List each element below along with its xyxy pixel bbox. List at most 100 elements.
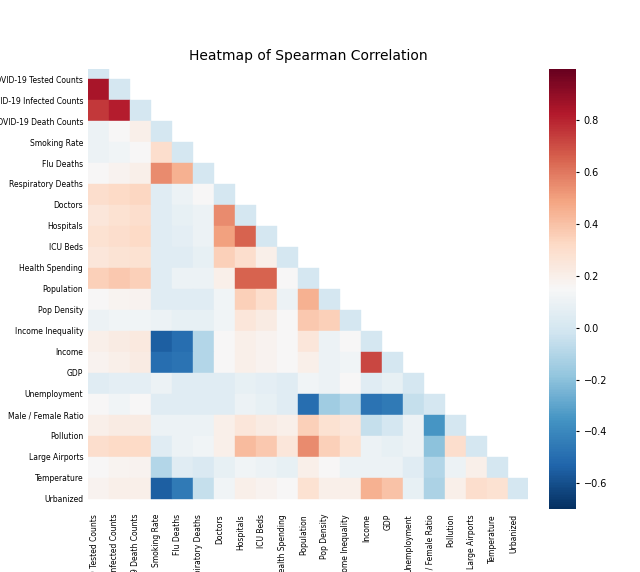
Bar (381, 352, 403, 373)
Bar (151, 478, 172, 499)
Bar (381, 415, 403, 436)
Bar (276, 247, 298, 268)
Bar (256, 268, 276, 289)
Bar (276, 436, 298, 456)
Bar (214, 352, 235, 373)
Bar (151, 394, 172, 415)
Bar (276, 352, 298, 373)
Bar (256, 289, 276, 310)
Bar (109, 121, 130, 142)
Bar (88, 226, 109, 247)
Bar (214, 268, 235, 289)
Bar (109, 163, 130, 184)
Bar (340, 310, 361, 331)
Bar (340, 331, 361, 352)
Bar (109, 268, 130, 289)
Bar (172, 394, 193, 415)
Bar (88, 205, 109, 226)
Bar (151, 247, 172, 268)
Bar (109, 373, 130, 394)
Bar (151, 352, 172, 373)
Bar (88, 331, 109, 352)
Bar (172, 352, 193, 373)
Bar (486, 456, 508, 478)
Bar (214, 331, 235, 352)
Bar (298, 394, 319, 415)
Bar (403, 456, 424, 478)
Bar (130, 226, 151, 247)
Bar (319, 331, 340, 352)
Bar (130, 289, 151, 310)
Bar (361, 456, 381, 478)
Bar (361, 415, 381, 436)
Bar (276, 456, 298, 478)
Bar (340, 394, 361, 415)
Bar (214, 415, 235, 436)
Bar (298, 478, 319, 499)
Bar (235, 373, 256, 394)
Bar (88, 373, 109, 394)
Bar (151, 142, 172, 163)
Bar (276, 373, 298, 394)
Bar (298, 415, 319, 436)
Bar (193, 436, 214, 456)
Bar (88, 310, 109, 331)
Bar (151, 163, 172, 184)
Bar (88, 289, 109, 310)
Bar (403, 478, 424, 499)
Bar (130, 121, 151, 142)
Bar (214, 184, 235, 205)
Bar (130, 456, 151, 478)
Bar (276, 331, 298, 352)
Bar (88, 184, 109, 205)
Bar (340, 436, 361, 456)
Bar (319, 310, 340, 331)
Bar (151, 226, 172, 247)
Bar (172, 289, 193, 310)
Bar (172, 142, 193, 163)
Bar (109, 310, 130, 331)
Bar (193, 310, 214, 331)
Bar (361, 394, 381, 415)
Bar (256, 352, 276, 373)
Bar (109, 184, 130, 205)
Bar (109, 394, 130, 415)
Bar (130, 247, 151, 268)
Bar (109, 142, 130, 163)
Bar (214, 394, 235, 415)
Bar (109, 456, 130, 478)
Bar (214, 478, 235, 499)
Bar (403, 373, 424, 394)
Bar (193, 456, 214, 478)
Bar (235, 247, 256, 268)
Bar (151, 268, 172, 289)
Bar (109, 226, 130, 247)
Bar (424, 415, 445, 436)
Bar (465, 478, 486, 499)
Bar (172, 478, 193, 499)
Bar (276, 289, 298, 310)
Bar (235, 289, 256, 310)
Bar (214, 436, 235, 456)
Bar (361, 331, 381, 352)
Bar (256, 478, 276, 499)
Bar (193, 394, 214, 415)
Bar (130, 352, 151, 373)
Bar (445, 436, 465, 456)
Bar (424, 456, 445, 478)
Bar (298, 373, 319, 394)
Bar (88, 247, 109, 268)
Bar (381, 394, 403, 415)
Bar (319, 415, 340, 436)
Bar (256, 456, 276, 478)
Bar (130, 163, 151, 184)
Bar (109, 79, 130, 100)
Bar (172, 163, 193, 184)
Bar (214, 289, 235, 310)
Bar (130, 415, 151, 436)
Bar (130, 100, 151, 121)
Bar (214, 247, 235, 268)
Bar (109, 352, 130, 373)
Bar (298, 352, 319, 373)
Bar (298, 456, 319, 478)
